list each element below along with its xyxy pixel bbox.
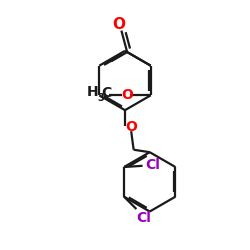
Text: O: O — [112, 17, 126, 32]
Text: O: O — [125, 120, 137, 134]
Text: 3: 3 — [98, 93, 104, 103]
Text: Cl: Cl — [136, 211, 151, 225]
Text: O: O — [121, 88, 133, 102]
Text: H: H — [87, 85, 99, 99]
Text: Cl: Cl — [145, 158, 160, 172]
Text: C: C — [101, 86, 111, 100]
